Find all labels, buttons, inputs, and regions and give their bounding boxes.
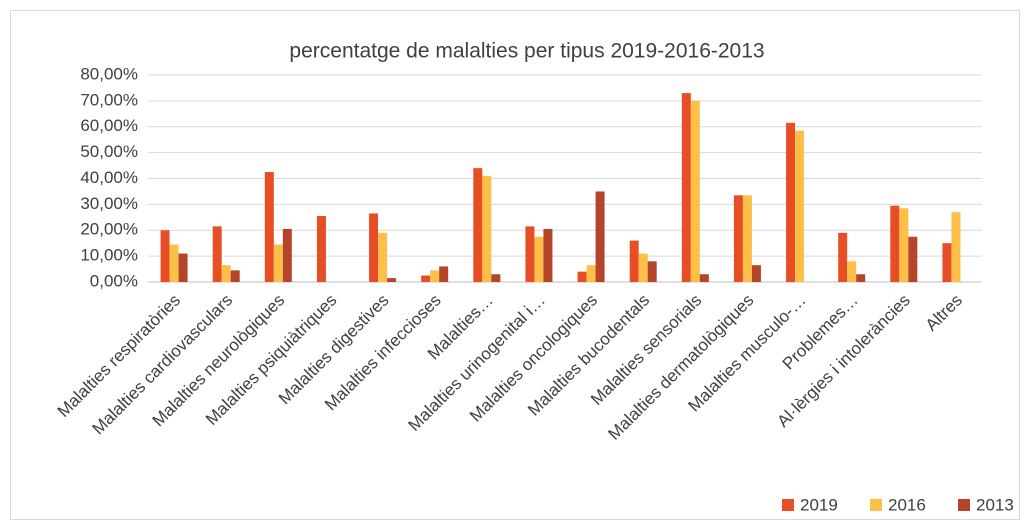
- bar: [629, 240, 639, 282]
- bar: [534, 236, 544, 282]
- bar: [525, 226, 535, 282]
- y-tick-label: 70,00%: [80, 90, 138, 109]
- legend-label: 2013: [976, 495, 1014, 514]
- bar: [795, 130, 805, 282]
- legend-label: 2016: [888, 495, 926, 514]
- y-tick-label: 20,00%: [80, 220, 138, 239]
- bar: [387, 278, 397, 282]
- bar: [212, 226, 222, 282]
- bar: [421, 275, 431, 282]
- bar: [439, 266, 449, 282]
- bar: [647, 261, 657, 282]
- bar: [856, 274, 866, 282]
- bar: [369, 213, 379, 282]
- legend-swatch: [782, 499, 794, 511]
- bar: [316, 216, 326, 282]
- bar: [690, 100, 700, 282]
- bar: [751, 265, 761, 282]
- bar: [230, 270, 240, 282]
- bar: [160, 230, 170, 282]
- bar: [838, 232, 848, 282]
- bar: [577, 271, 587, 282]
- y-tick-label: 50,00%: [80, 142, 138, 161]
- bar: [890, 205, 900, 282]
- bar: [178, 253, 188, 282]
- y-tick-label: 30,00%: [80, 194, 138, 213]
- legend-label: 2019: [800, 495, 838, 514]
- y-tick-label: 80,00%: [80, 64, 138, 83]
- bar: [169, 244, 179, 282]
- bar: [378, 232, 388, 282]
- bar: [681, 93, 691, 282]
- bar: [264, 172, 274, 282]
- bar: [430, 270, 440, 282]
- bar: [742, 195, 752, 282]
- bar: [786, 122, 796, 283]
- bar: [273, 244, 283, 282]
- chart-title: percentatge de malalties per tipus 2019-…: [289, 40, 764, 63]
- bar: [595, 191, 605, 282]
- bar: [908, 236, 918, 282]
- bar: [221, 265, 231, 282]
- bar: [473, 168, 483, 282]
- legend-swatch: [870, 499, 882, 511]
- bar: [638, 253, 648, 282]
- bar: [586, 265, 596, 282]
- bar: [282, 228, 292, 282]
- bar: [543, 228, 553, 282]
- bar: [699, 274, 709, 282]
- bar: [482, 175, 492, 282]
- y-tick-label: 40,00%: [80, 168, 138, 187]
- y-tick-label: 60,00%: [80, 116, 138, 135]
- bar: [491, 274, 501, 282]
- bar: [899, 208, 909, 282]
- y-tick-label: 10,00%: [80, 246, 138, 265]
- legend-swatch: [958, 499, 970, 511]
- bar: [733, 195, 743, 282]
- y-tick-label: 0,00%: [90, 271, 138, 290]
- bar: [942, 243, 952, 282]
- bar: [951, 212, 961, 282]
- bar: [847, 261, 857, 282]
